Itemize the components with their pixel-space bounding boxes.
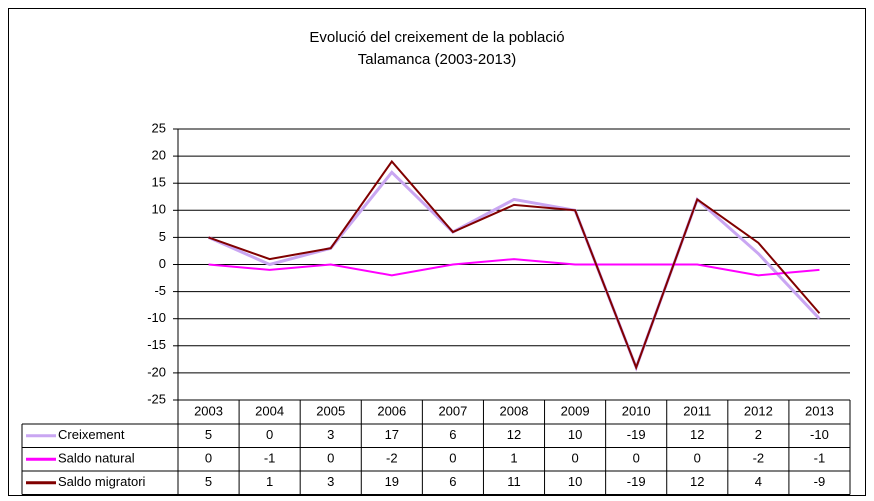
y-tick-label: 10 — [152, 202, 166, 217]
legend-label: Saldo migratori — [58, 474, 146, 489]
table-value: 10 — [568, 427, 582, 442]
table-value: -1 — [814, 451, 826, 466]
y-tick-label: -25 — [147, 391, 166, 406]
table-value: 12 — [690, 427, 704, 442]
table-value: -19 — [627, 427, 646, 442]
y-tick-label: 25 — [152, 120, 166, 135]
table-value: 0 — [694, 451, 701, 466]
x-tick-label: 2009 — [561, 403, 590, 418]
table-value: -1 — [264, 451, 276, 466]
table-value: -19 — [627, 474, 646, 489]
table-value: -10 — [810, 427, 829, 442]
y-tick-label: -5 — [154, 283, 166, 298]
y-tick-label: -20 — [147, 364, 166, 379]
table-value: 11 — [507, 474, 521, 489]
x-tick-label: 2005 — [316, 403, 345, 418]
x-tick-label: 2011 — [683, 403, 711, 418]
table-value: 0 — [449, 451, 456, 466]
x-tick-label: 2007 — [438, 403, 467, 418]
table-value: 0 — [266, 427, 273, 442]
table-value: 5 — [205, 427, 212, 442]
chart-title: Evolució del creixement de la població — [309, 29, 564, 46]
series-line — [208, 258, 820, 277]
x-tick-label: 2008 — [500, 403, 529, 418]
legend-label: Saldo natural — [58, 451, 135, 466]
y-tick-label: 5 — [159, 229, 166, 244]
chart-border — [8, 8, 866, 496]
x-tick-label: 2004 — [255, 403, 284, 418]
table-value: 17 — [385, 427, 399, 442]
table-value: 1 — [510, 451, 517, 466]
series-line — [207, 170, 821, 372]
y-tick-label: 0 — [159, 256, 166, 271]
table-value: 10 — [568, 474, 582, 489]
table-value: 0 — [571, 451, 578, 466]
table-value: 12 — [507, 427, 521, 442]
table-value: 12 — [690, 474, 704, 489]
table-value: 0 — [327, 451, 334, 466]
table-value: 0 — [633, 451, 640, 466]
table-value: 5 — [205, 474, 212, 489]
table-value: 4 — [755, 474, 762, 489]
table-value: -9 — [814, 474, 826, 489]
x-tick-label: 2013 — [805, 403, 834, 418]
y-tick-label: -15 — [147, 337, 166, 352]
chart-subtitle: Talamanca (2003-2013) — [358, 51, 516, 68]
table-value: 2 — [755, 427, 762, 442]
series-line — [208, 159, 821, 371]
table-value: 3 — [327, 474, 334, 489]
table-value: 0 — [205, 451, 212, 466]
y-tick-label: 15 — [152, 175, 166, 190]
table-value: 6 — [449, 474, 456, 489]
y-tick-label: 20 — [152, 148, 166, 163]
x-tick-label: 2010 — [622, 403, 651, 418]
y-tick-label: -10 — [147, 310, 166, 325]
x-tick-label: 2006 — [377, 403, 406, 418]
table-value: 1 — [266, 474, 273, 489]
x-tick-label: 2012 — [744, 403, 773, 418]
table-value: -2 — [753, 451, 765, 466]
table-value: 6 — [449, 427, 456, 442]
table-value: -2 — [386, 451, 398, 466]
table-value: 3 — [327, 427, 334, 442]
legend-label: Creixement — [58, 427, 125, 442]
table-value: 19 — [385, 474, 399, 489]
x-tick-label: 2003 — [194, 403, 223, 418]
